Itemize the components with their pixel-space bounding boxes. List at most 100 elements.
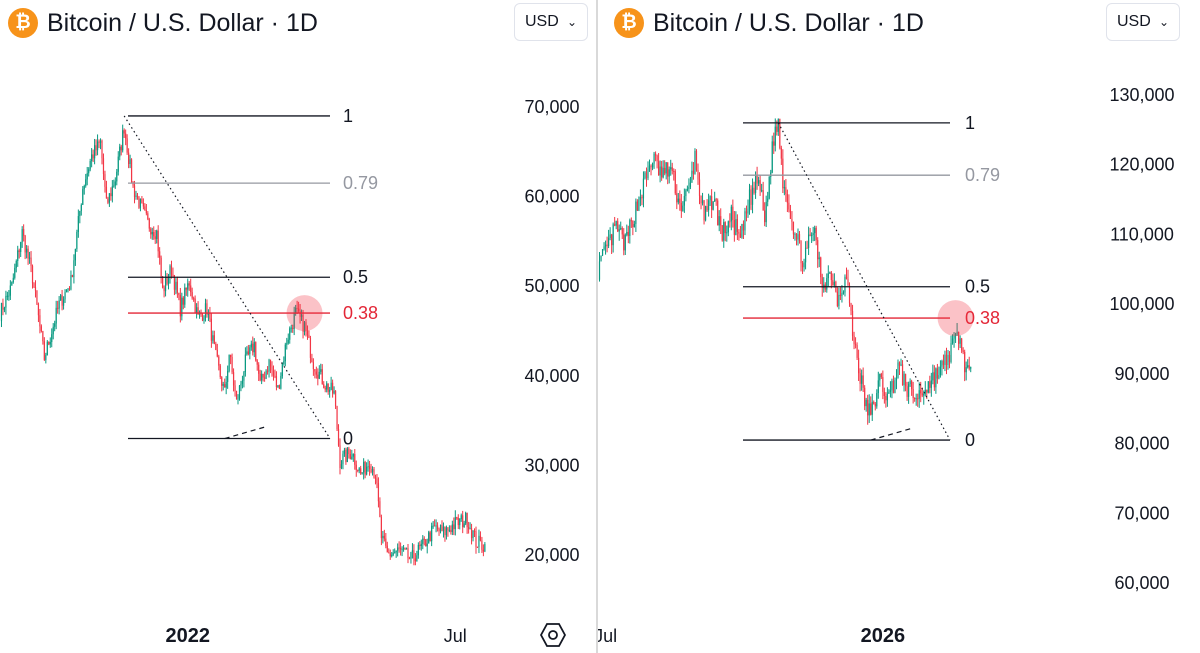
candle-body — [337, 428, 340, 446]
currency-label-left: USD — [525, 13, 559, 30]
candle-body — [9, 285, 11, 296]
candle-body — [188, 283, 190, 286]
candle-body — [656, 155, 658, 162]
candle-body — [116, 171, 118, 182]
candle-body — [298, 308, 300, 311]
candle-body — [278, 385, 280, 389]
candle-body — [715, 199, 717, 201]
candle-body — [172, 274, 174, 276]
candle-body — [727, 221, 729, 233]
chevron-down-icon: ⌄ — [1158, 15, 1169, 29]
candle-body — [700, 195, 702, 204]
candle-body — [74, 248, 76, 261]
hexagon-settings-icon[interactable] — [540, 622, 566, 648]
candle-body — [911, 381, 913, 390]
candle-body — [126, 138, 128, 153]
candle-body — [122, 130, 124, 151]
candle-body — [133, 185, 136, 197]
candle-body — [176, 281, 178, 293]
candle-body — [51, 334, 53, 342]
candle-body — [104, 174, 106, 187]
candle-body — [741, 224, 743, 238]
currency-selector-right[interactable]: USD ⌄ — [1106, 3, 1180, 41]
candle-body — [232, 372, 235, 386]
candle-body — [621, 228, 623, 235]
candle-body — [119, 146, 121, 157]
candle-body — [420, 543, 422, 547]
candle-body — [853, 335, 855, 345]
candle-body — [653, 153, 655, 164]
candle-body — [163, 287, 165, 292]
candle-body — [185, 287, 187, 290]
candle-body — [724, 222, 726, 234]
candle-body — [683, 196, 685, 206]
candle-body — [203, 317, 205, 321]
symbol-header-left[interactable]: ₿ Bitcoin / U.S. Dollar · 1D — [8, 6, 318, 40]
candle-body — [306, 330, 309, 335]
fib-level-label: 0.79 — [343, 173, 378, 193]
candle-body — [797, 234, 799, 240]
candle-body — [348, 448, 350, 455]
candle-body — [73, 260, 75, 278]
candle-body — [197, 307, 199, 315]
candle-body — [416, 555, 418, 562]
candle-body — [156, 230, 158, 239]
candle-body — [478, 535, 480, 547]
candle-body — [676, 193, 678, 203]
y-axis-label: 30,000 — [524, 455, 579, 475]
retest-highlight-marker — [937, 300, 974, 337]
candle-body — [889, 390, 892, 392]
candle-body — [601, 249, 604, 256]
candle-body — [694, 150, 696, 174]
candle-body — [138, 196, 140, 208]
candle-body — [935, 368, 937, 388]
candle-body — [201, 314, 204, 321]
candle-body — [314, 369, 316, 372]
chart-panel-right[interactable]: 60,000 70,000 80,000 90,000 100,000 110,000 12… — [598, 0, 1200, 653]
chart-panel-left[interactable]: 20,000 30,000 40,000 50,000 60,000 70,000 2022… — [0, 0, 596, 653]
candle-body — [473, 530, 476, 532]
candle-body — [600, 255, 602, 262]
candle-body — [107, 198, 109, 203]
candle-body — [243, 372, 245, 381]
candle-body — [930, 380, 932, 388]
candle-body — [265, 370, 267, 379]
candle-body — [929, 381, 931, 388]
candle-body — [915, 398, 917, 400]
candle-body — [735, 219, 737, 235]
y-axis-label: 40,000 — [524, 366, 579, 386]
candle-body — [247, 351, 249, 355]
price-chart-left[interactable]: 20,000 30,000 40,000 50,000 60,000 70,000 2022… — [0, 0, 596, 653]
candle-body — [367, 466, 369, 468]
candle-body — [688, 187, 690, 189]
candle-body — [891, 380, 893, 391]
candle-body — [15, 260, 17, 268]
candle-body — [361, 472, 363, 474]
candle-body — [762, 190, 764, 211]
candle-body — [91, 154, 93, 161]
panel-divider[interactable] — [596, 0, 598, 653]
candle-body — [903, 373, 905, 386]
price-chart-right[interactable]: 60,00070,00080,00090,000100,000110,00012… — [598, 0, 1200, 653]
candle-body — [352, 454, 354, 457]
candle-body — [779, 118, 781, 149]
candle-body — [327, 383, 329, 392]
candle-body — [240, 383, 242, 386]
candle-body — [120, 146, 122, 151]
candle-body — [803, 262, 805, 268]
candle-body — [23, 229, 25, 236]
symbol-header-right[interactable]: ₿ Bitcoin / U.S. Dollar · 1D — [614, 6, 924, 40]
candle-body — [102, 158, 105, 175]
currency-selector-left[interactable]: USD ⌄ — [514, 3, 588, 41]
candle-body — [667, 162, 669, 177]
candle-body — [43, 341, 45, 360]
candle-body — [953, 335, 955, 339]
candle-body — [633, 223, 635, 228]
candle-body — [764, 210, 766, 223]
candle-body — [36, 290, 38, 305]
candle-body — [936, 368, 938, 379]
candle-body — [638, 199, 640, 211]
candle-body — [196, 307, 198, 313]
candle-body — [435, 525, 437, 527]
candle-body — [410, 552, 412, 559]
